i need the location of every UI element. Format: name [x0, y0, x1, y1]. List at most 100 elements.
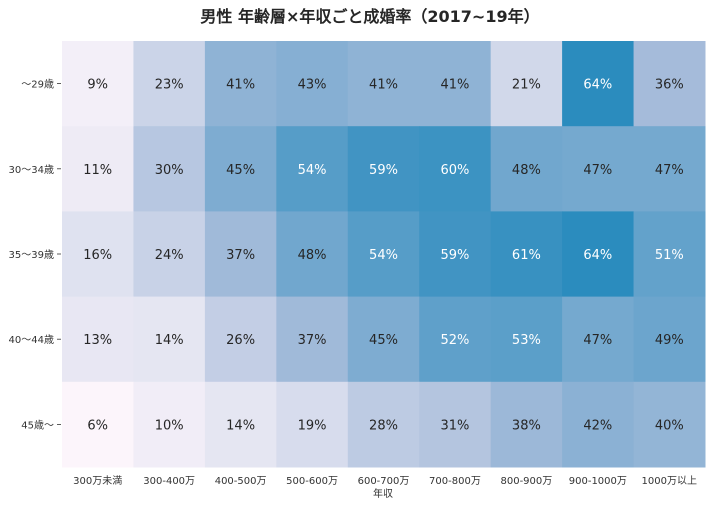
y-tick-label: 35～39歳 [9, 249, 54, 261]
cell-value-label: 47% [655, 163, 684, 178]
cell-value-label: 16% [83, 248, 112, 263]
cell-value-label: 14% [155, 333, 184, 348]
cell-value-label: 49% [655, 333, 684, 348]
cell-value-label: 37% [298, 333, 327, 348]
x-tick-label: 700-800万 [429, 476, 481, 487]
heatmap-cell [204, 296, 277, 383]
heatmap-cell [276, 381, 349, 468]
cell-value-label: 51% [655, 248, 684, 263]
y-tick-label: 40～44歳 [9, 334, 54, 346]
heatmap-cell [62, 41, 134, 127]
cell-value-label: 47% [583, 163, 612, 178]
heatmap-cell [347, 41, 420, 127]
cell-value-label: 36% [655, 78, 684, 93]
heatmap-cell [562, 296, 635, 383]
cell-value-label: 64% [583, 78, 612, 93]
x-tick-label: 900-1000万 [569, 476, 627, 487]
cell-value-label: 59% [440, 248, 469, 263]
cell-value-label: 41% [226, 78, 255, 93]
heatmap-cell [347, 126, 420, 212]
heatmap-cell-labels: 9% 23% 41% 43% 41% 41% 21% 64% 36% 11% 30% 45% 54% 59… [83, 78, 683, 434]
heatmap-cell [562, 211, 635, 298]
heatmap-cell [133, 296, 206, 383]
heatmap-cell [490, 126, 563, 212]
cell-value-label: 59% [369, 163, 398, 178]
cell-value-label: 11% [83, 163, 112, 178]
heatmap-cell [633, 381, 706, 468]
cell-value-label: 9% [87, 78, 108, 93]
y-axis-ticks: ～29歳 30～34歳 35～39歳 40～44歳 45歳～ [9, 79, 61, 431]
cell-value-label: 41% [369, 78, 398, 93]
cell-value-label: 53% [512, 333, 541, 348]
heatmap-cell [133, 126, 206, 212]
cell-value-label: 37% [226, 248, 255, 263]
heatmap-cell [419, 126, 492, 212]
cell-value-label: 48% [298, 248, 327, 263]
cell-value-label: 24% [155, 248, 184, 263]
heatmap-cell [276, 126, 349, 212]
cell-value-label: 31% [440, 418, 469, 433]
x-tick-label: 600-700万 [358, 476, 410, 487]
heatmap-cell [276, 211, 349, 298]
cell-value-label: 47% [583, 333, 612, 348]
heatmap-cell [490, 296, 563, 383]
heatmap-cell [204, 381, 277, 468]
y-tick-label: 45歳～ [21, 419, 54, 431]
cell-value-label: 42% [583, 418, 612, 433]
cell-value-label: 30% [155, 163, 184, 178]
heatmap-cell [347, 296, 420, 383]
heatmap-cell [204, 211, 277, 298]
cell-value-label: 54% [369, 248, 398, 263]
cell-value-label: 52% [440, 333, 469, 348]
cell-value-label: 45% [226, 163, 255, 178]
cell-value-label: 21% [512, 78, 541, 93]
heatmap-cell [633, 41, 706, 127]
x-tick-label: 500-600万 [286, 476, 338, 487]
x-tick-label: 300万未満 [73, 475, 122, 487]
heatmap-cell [419, 296, 492, 383]
heatmap-cell [419, 381, 492, 468]
cell-value-label: 60% [440, 163, 469, 178]
chart-title: 男性 年齢層×年収ごと成婚率（2017~19年） [200, 7, 539, 26]
heatmap-cell [204, 126, 277, 212]
x-tick-label: 800-900万 [500, 476, 552, 487]
cell-value-label: 43% [298, 78, 327, 93]
heatmap-cells [62, 41, 706, 468]
heatmap-cell [62, 126, 134, 212]
cell-value-label: 61% [512, 248, 541, 263]
heatmap-cell [347, 211, 420, 298]
heatmap-cell [562, 381, 635, 468]
cell-value-label: 38% [512, 418, 541, 433]
cell-value-label: 45% [369, 333, 398, 348]
cell-value-label: 19% [298, 418, 327, 433]
heatmap-cell [276, 41, 349, 127]
cell-value-label: 41% [440, 78, 469, 93]
heatmap-cell [562, 41, 635, 127]
heatmap-cell [204, 41, 277, 127]
x-axis-label: 年収 [373, 487, 393, 500]
cell-value-label: 48% [512, 163, 541, 178]
heatmap-cell [62, 211, 134, 298]
cell-value-label: 10% [155, 418, 184, 433]
cell-value-label: 28% [369, 418, 398, 433]
heatmap-cell [633, 296, 706, 383]
y-tick-label: ～29歳 [21, 79, 54, 91]
x-tick-label: 300-400万 [143, 476, 195, 487]
cell-value-label: 54% [298, 163, 327, 178]
heatmap-cell [347, 381, 420, 468]
x-tick-label: 400-500万 [215, 476, 267, 487]
y-tick-label: 30～34歳 [9, 164, 54, 176]
heatmap-cell [133, 211, 206, 298]
heatmap-cell [419, 41, 492, 127]
heatmap-cell [562, 126, 635, 212]
heatmap-cell [633, 126, 706, 212]
heatmap-cell [633, 211, 706, 298]
cell-value-label: 26% [226, 333, 255, 348]
heatmap-cell [62, 381, 134, 468]
x-tick-label: 1000万以上 [642, 475, 697, 487]
cell-value-label: 40% [655, 418, 684, 433]
heatmap-cell [276, 296, 349, 383]
heatmap-cell [62, 296, 134, 383]
cell-value-label: 6% [87, 418, 108, 433]
